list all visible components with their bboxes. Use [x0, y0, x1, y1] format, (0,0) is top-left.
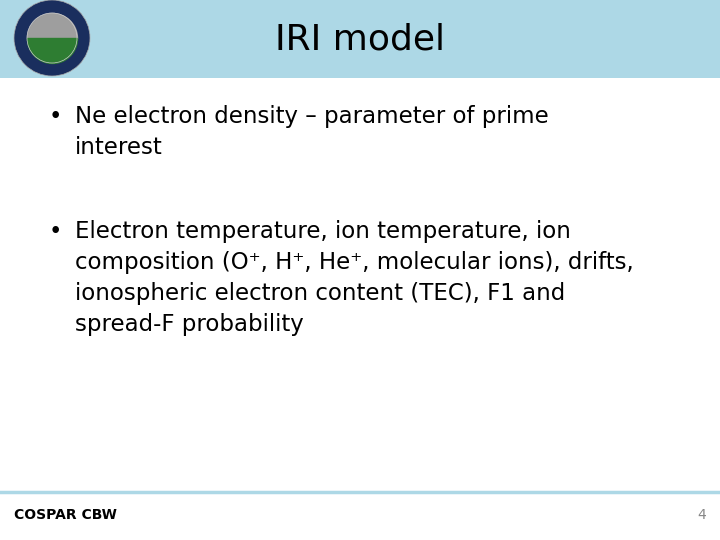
Bar [0, 0, 720, 78]
Text: COSPAR CBW: COSPAR CBW [14, 508, 117, 522]
Text: •: • [48, 220, 62, 243]
Text: 4: 4 [697, 508, 706, 522]
Circle shape [14, 0, 90, 76]
Text: IRI model: IRI model [275, 22, 445, 56]
Text: Ne electron density – parameter of prime
interest: Ne electron density – parameter of prime… [75, 105, 549, 159]
Text: Electron temperature, ion temperature, ion
composition (O⁺, H⁺, He⁺, molecular i: Electron temperature, ion temperature, i… [75, 220, 634, 336]
Text: •: • [48, 105, 62, 128]
